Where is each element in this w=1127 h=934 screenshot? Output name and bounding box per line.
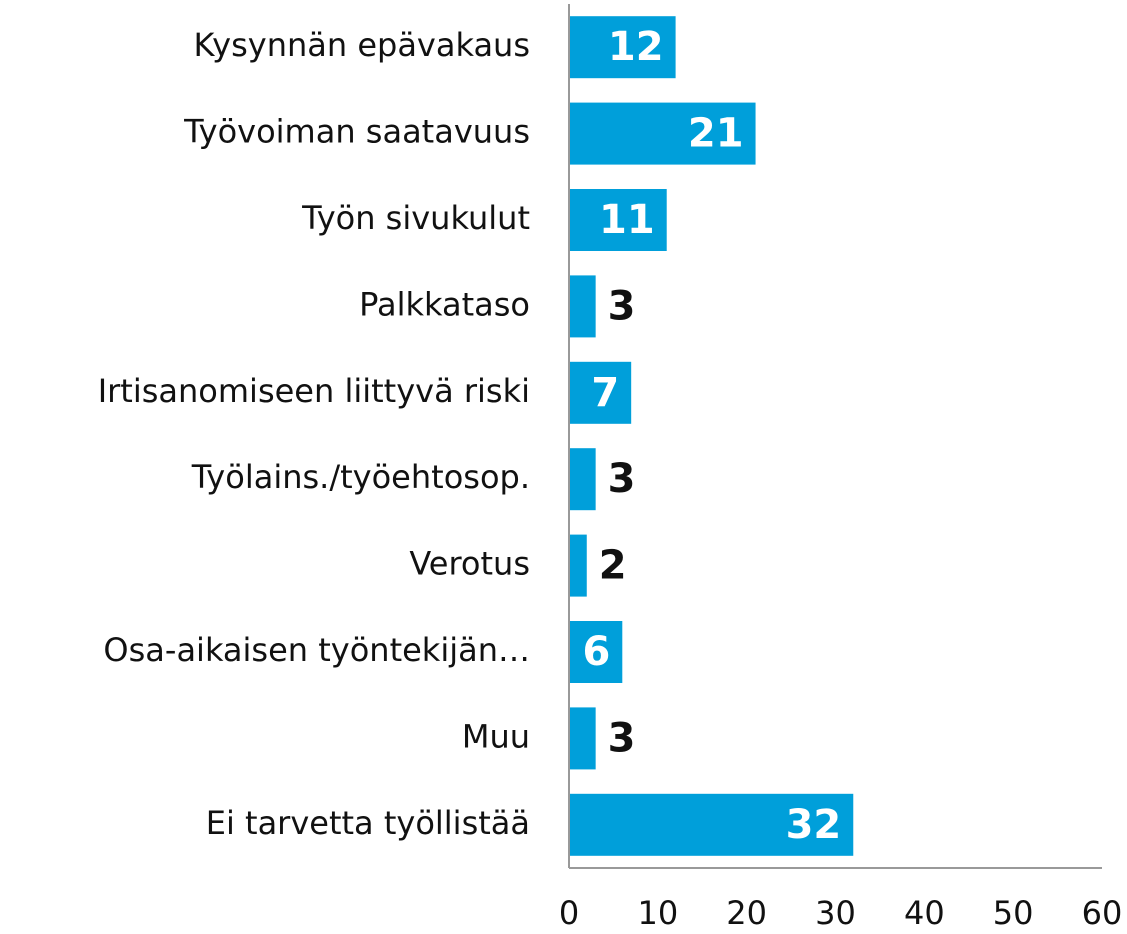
bar bbox=[569, 621, 623, 683]
data-label: 32 bbox=[786, 802, 842, 848]
y-tick-label: Irtisanomiseen liittyvä riski bbox=[98, 372, 530, 410]
x-tick-label: 50 bbox=[993, 894, 1034, 932]
data-label: 12 bbox=[608, 24, 664, 70]
y-tick-label: Työvoiman saatavuus bbox=[183, 113, 530, 151]
data-label: 3 bbox=[608, 715, 636, 761]
x-tick-label: 10 bbox=[637, 894, 678, 932]
y-tick-label: Osa-aikaisen työntekijän… bbox=[103, 631, 530, 669]
data-label: 21 bbox=[688, 111, 744, 157]
bar bbox=[569, 275, 596, 338]
y-tick-label: Verotus bbox=[409, 545, 530, 583]
x-tick-label: 0 bbox=[559, 894, 579, 932]
data-label: 3 bbox=[608, 456, 636, 502]
y-tick-label: Ei tarvetta työllistää bbox=[206, 804, 530, 842]
y-tick-label: Kysynnän epävakaus bbox=[193, 26, 530, 64]
bar bbox=[569, 189, 667, 251]
bar bbox=[569, 448, 596, 511]
bar bbox=[569, 102, 756, 165]
y-tick-label: Työlains./työehtosop. bbox=[191, 458, 530, 496]
x-tick-label: 20 bbox=[726, 894, 767, 932]
x-tick-label: 40 bbox=[904, 894, 945, 932]
bar bbox=[569, 793, 854, 856]
data-label: 3 bbox=[608, 283, 636, 329]
data-label: 7 bbox=[591, 370, 619, 416]
x-tick-label: 30 bbox=[815, 894, 856, 932]
y-tick-label: Palkkataso bbox=[359, 285, 530, 323]
data-label: 2 bbox=[599, 543, 627, 589]
y-tick-label: Työn sivukulut bbox=[301, 199, 530, 237]
data-label: 6 bbox=[582, 629, 610, 675]
y-tick-label: Muu bbox=[462, 717, 530, 755]
x-tick-label: 60 bbox=[1082, 894, 1123, 932]
bar bbox=[569, 534, 587, 597]
bar bbox=[569, 16, 676, 79]
bar bbox=[569, 361, 632, 424]
bar bbox=[569, 707, 596, 770]
data-label: 11 bbox=[599, 197, 655, 243]
